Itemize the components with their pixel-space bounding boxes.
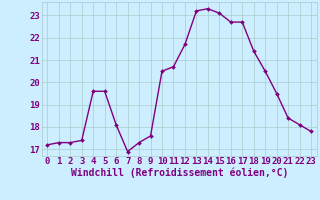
- X-axis label: Windchill (Refroidissement éolien,°C): Windchill (Refroidissement éolien,°C): [70, 168, 288, 178]
